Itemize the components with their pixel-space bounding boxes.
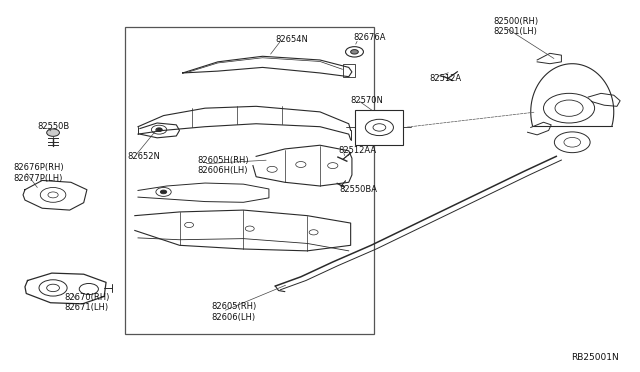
Text: 82512A: 82512A [430,74,462,83]
Text: 82654N: 82654N [275,35,308,44]
Text: RB25001N: RB25001N [571,353,619,362]
Text: 82605H(RH)
82606H(LH): 82605H(RH) 82606H(LH) [197,156,249,175]
Bar [355,110,403,145]
Bar [125,27,374,334]
Text: 82570N: 82570N [351,96,383,105]
Text: 82512AA: 82512AA [338,146,376,155]
Text: 82550B: 82550B [38,122,70,131]
Circle shape [161,190,167,194]
Text: 82500(RH)
82501(LH): 82500(RH) 82501(LH) [493,17,539,36]
Text: 82550BA: 82550BA [339,185,377,194]
Circle shape [351,49,358,54]
Text: 82670(RH)
82671(LH): 82670(RH) 82671(LH) [65,293,110,312]
Text: 82676P(RH)
82677P(LH): 82676P(RH) 82677P(LH) [13,163,64,183]
Circle shape [47,129,60,137]
Text: 82652N: 82652N [127,152,160,161]
Text: 82605(RH)
82606(LH): 82605(RH) 82606(LH) [211,302,257,322]
Circle shape [156,128,163,132]
Text: 82676A: 82676A [353,33,386,42]
